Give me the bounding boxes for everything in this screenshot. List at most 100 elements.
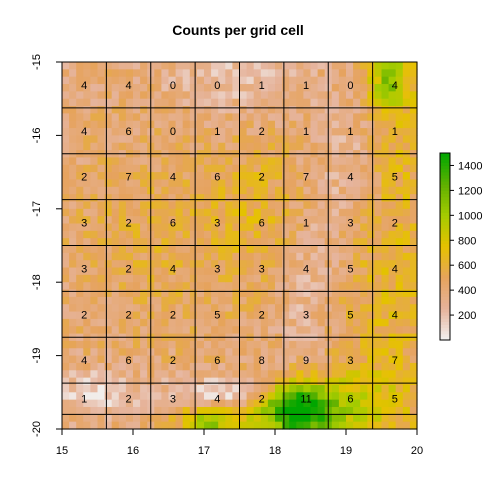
raster-cell xyxy=(395,377,404,386)
raster-cell xyxy=(331,76,340,85)
raster-cell xyxy=(331,216,340,225)
raster-cell xyxy=(367,135,375,144)
raster-cell xyxy=(317,142,326,151)
raster-cell xyxy=(196,260,205,269)
raster-cell xyxy=(62,91,70,100)
raster-cell xyxy=(402,340,411,349)
legend-color-step xyxy=(440,199,450,204)
raster-cell xyxy=(317,392,326,401)
raster-cell xyxy=(395,296,404,305)
raster-cell xyxy=(331,260,340,269)
raster-cell xyxy=(90,120,99,129)
raster-cell xyxy=(140,399,148,408)
raster-cell xyxy=(303,362,312,371)
raster-cell xyxy=(161,186,170,195)
raster-cell xyxy=(211,326,219,335)
raster-cell xyxy=(260,326,269,335)
raster-cell xyxy=(331,274,340,283)
raster-cell xyxy=(62,106,70,114)
raster-cell xyxy=(338,186,347,195)
raster-cell xyxy=(189,304,198,313)
raster-cell xyxy=(253,245,262,254)
raster-cell xyxy=(175,157,184,166)
raster-cell xyxy=(402,69,411,78)
cell-count-label: 9 xyxy=(303,355,309,367)
raster-cell xyxy=(374,399,383,408)
raster-cell xyxy=(69,238,77,247)
raster-cell xyxy=(282,267,290,276)
raster-cell xyxy=(140,252,148,261)
raster-cell xyxy=(225,362,233,371)
raster-cell xyxy=(83,362,91,371)
raster-cell xyxy=(289,172,297,181)
raster-cell xyxy=(275,348,283,357)
raster-cell xyxy=(303,421,312,430)
raster-cell xyxy=(189,267,198,276)
raster-cell xyxy=(253,296,262,305)
raster-cell xyxy=(175,252,184,261)
raster-cell xyxy=(140,216,148,225)
raster-cell xyxy=(360,311,368,320)
raster-cell xyxy=(289,274,297,283)
raster-cell xyxy=(353,223,361,232)
raster-cell xyxy=(267,355,276,364)
raster-cell xyxy=(402,421,411,430)
raster-cell xyxy=(125,157,134,166)
raster-cell xyxy=(189,311,198,320)
raster-cell xyxy=(211,318,219,327)
raster-cell xyxy=(182,84,191,92)
raster-cell xyxy=(360,208,368,217)
raster-cell xyxy=(104,208,113,217)
raster-cell xyxy=(338,120,347,129)
raster-cell xyxy=(239,69,248,78)
raster-cell xyxy=(275,282,283,291)
raster-cell xyxy=(395,135,404,144)
raster-cell xyxy=(83,113,91,122)
raster-cell xyxy=(374,326,383,335)
raster-cell xyxy=(204,98,212,107)
raster-cell xyxy=(310,245,319,254)
cell-count-label: 6 xyxy=(170,218,176,230)
raster-cell xyxy=(395,421,404,430)
raster-cell xyxy=(83,289,91,298)
cell-count-label: 3 xyxy=(214,218,220,230)
raster-cell xyxy=(253,355,262,364)
raster-cell xyxy=(76,340,84,349)
raster-cell xyxy=(154,208,162,217)
raster-cell xyxy=(111,135,120,144)
raster-cell xyxy=(111,223,120,232)
raster-cell xyxy=(104,164,113,173)
raster-cell xyxy=(246,377,255,386)
raster-cell xyxy=(168,318,177,327)
raster-cell xyxy=(360,392,368,401)
raster-cell xyxy=(204,157,212,166)
raster-cell xyxy=(104,414,113,423)
raster-cell xyxy=(402,267,411,276)
raster-cell xyxy=(125,362,134,371)
raster-cell xyxy=(253,384,262,393)
raster-cell xyxy=(62,164,70,173)
raster-cell xyxy=(104,392,113,401)
raster-cell xyxy=(275,384,283,393)
raster-cell xyxy=(374,113,383,122)
raster-cell xyxy=(367,304,375,313)
raster-cell xyxy=(196,399,205,408)
raster-cell xyxy=(402,113,411,122)
raster-cell xyxy=(374,186,383,195)
raster-cell xyxy=(189,84,198,92)
raster-cell xyxy=(211,384,219,393)
raster-cell xyxy=(118,238,127,247)
raster-cell xyxy=(275,252,283,261)
raster-cell xyxy=(125,304,134,313)
legend-color-step xyxy=(440,274,450,279)
raster-cell xyxy=(97,113,106,122)
legend-color-step xyxy=(440,318,450,322)
legend-color-step xyxy=(440,268,450,273)
raster-cell xyxy=(154,62,162,70)
raster-cell xyxy=(346,84,354,92)
raster-cell xyxy=(76,282,84,291)
raster-cell xyxy=(133,69,141,78)
raster-cell xyxy=(267,98,276,107)
raster-cell xyxy=(154,252,162,261)
raster-cell xyxy=(331,296,340,305)
